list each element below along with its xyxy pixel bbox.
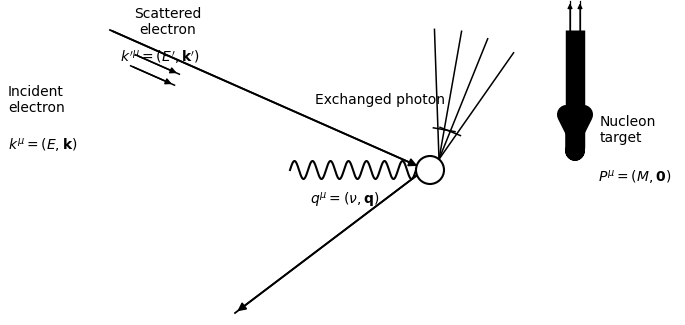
Text: $k^{\mu} = (E, \mathbf{k})$: $k^{\mu} = (E, \mathbf{k})$ — [8, 136, 77, 154]
Text: Scattered
electron: Scattered electron — [134, 7, 201, 37]
Text: $k'^{\mu} = (E', \mathbf{k}')$: $k'^{\mu} = (E', \mathbf{k}')$ — [120, 48, 200, 66]
Text: Exchanged photon: Exchanged photon — [315, 93, 445, 107]
Text: $P^{\mu} =  (M, \mathbf{0})$: $P^{\mu} = (M, \mathbf{0})$ — [598, 168, 671, 186]
Text: $q^{\mu} = (\nu, \mathbf{q})$: $q^{\mu} = (\nu, \mathbf{q})$ — [310, 190, 379, 210]
Circle shape — [416, 156, 444, 184]
Text: Incident
electron: Incident electron — [8, 85, 65, 115]
Text: Nucleon
target: Nucleon target — [600, 115, 656, 145]
